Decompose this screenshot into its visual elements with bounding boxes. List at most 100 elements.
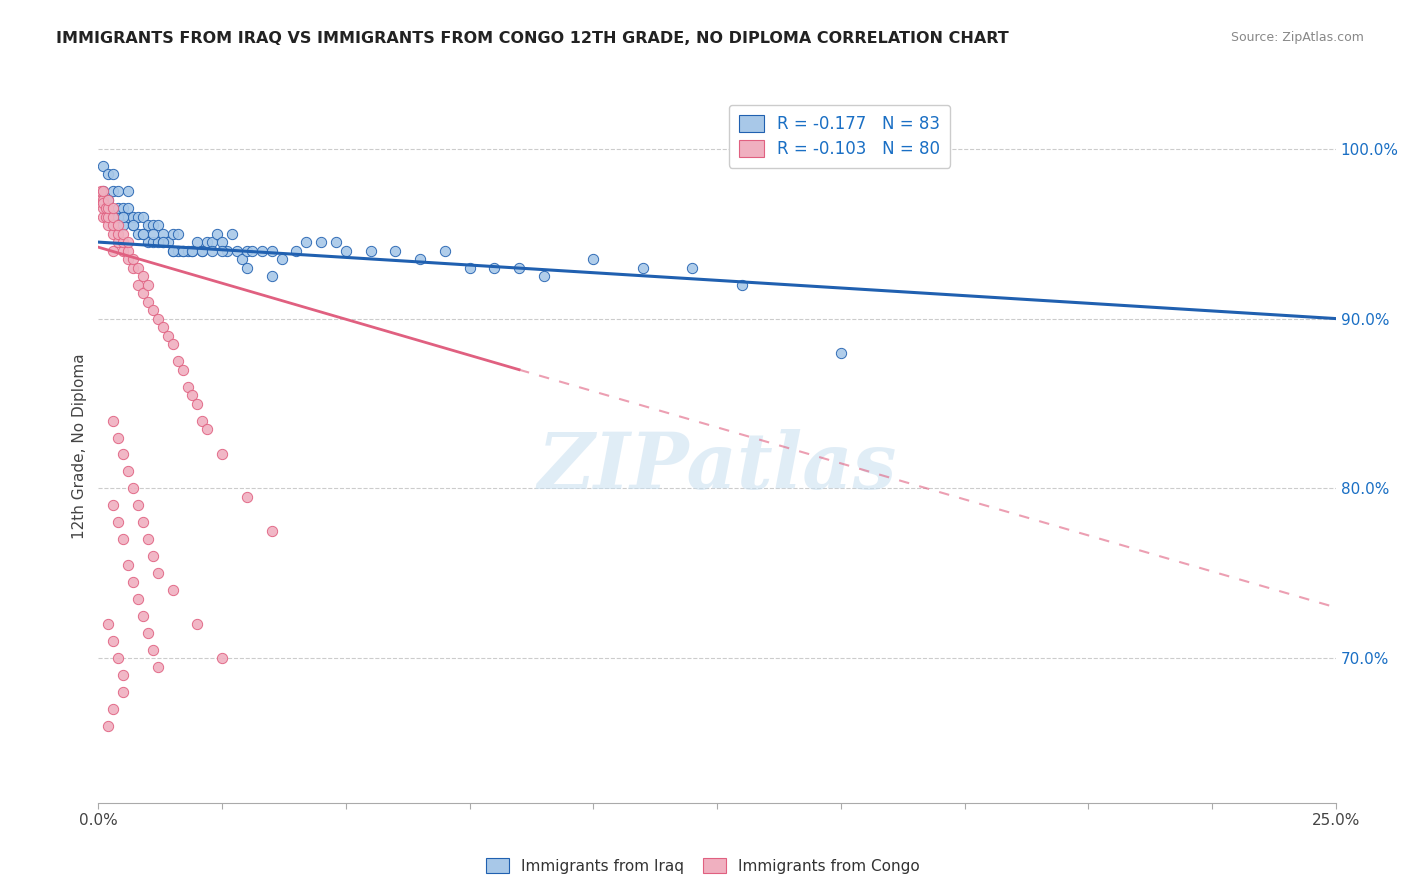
Point [103,634,125,648]
Point [117,210,139,224]
Point [236,244,259,258]
Point [211,651,233,665]
Point [107,218,129,232]
Point [136,626,159,640]
Point [205,227,228,241]
Point [103,184,125,198]
Point [112,448,135,462]
Point [186,396,208,410]
Point [201,235,224,249]
Point [136,533,159,547]
Point [112,668,135,682]
Point [122,252,145,266]
Point [93,184,115,198]
Point [132,269,155,284]
Point [186,235,208,249]
Point [360,244,382,258]
Point [107,201,129,215]
Point [162,244,184,258]
Point [93,184,115,198]
Point [103,201,125,215]
Legend: R = -0.177   N = 83, R = -0.103   N = 80: R = -0.177 N = 83, R = -0.103 N = 80 [728,104,950,168]
Point [201,244,224,258]
Point [433,244,456,258]
Y-axis label: 12th Grade, No Diploma: 12th Grade, No Diploma [72,353,87,539]
Point [181,244,204,258]
Point [122,260,145,275]
Point [295,235,318,249]
Point [93,159,115,173]
Point [103,413,125,427]
Point [176,244,198,258]
Point [112,685,135,699]
Point [166,244,188,258]
Point [146,311,169,326]
Point [195,235,218,249]
Point [270,252,292,266]
Point [384,244,406,258]
Point [117,244,139,258]
Point [191,413,214,427]
Point [162,227,184,241]
Point [172,244,194,258]
Point [107,516,129,530]
Point [830,345,852,359]
Point [146,566,169,581]
Point [181,244,204,258]
Point [112,218,135,232]
Point [211,235,233,249]
Point [97,210,120,224]
Point [132,608,155,623]
Point [166,354,188,368]
Point [582,252,605,266]
Point [142,227,165,241]
Point [117,558,139,572]
Point [508,260,530,275]
Point [136,235,159,249]
Point [107,184,129,198]
Point [122,218,145,232]
Point [231,252,253,266]
Point [142,218,165,232]
Point [112,235,135,249]
Point [142,303,165,318]
Point [107,227,129,241]
Text: IMMIGRANTS FROM IRAQ VS IMMIGRANTS FROM CONGO 12TH GRADE, NO DIPLOMA CORRELATION: IMMIGRANTS FROM IRAQ VS IMMIGRANTS FROM … [56,31,1010,46]
Point [240,244,263,258]
Point [142,643,165,657]
Point [107,210,129,224]
Point [162,583,184,598]
Point [112,244,135,258]
Point [309,235,332,249]
Point [211,244,233,258]
Point [152,227,174,241]
Point [260,524,283,538]
Point [117,252,139,266]
Point [631,260,654,275]
Point [458,260,481,275]
Point [93,210,115,224]
Point [103,499,125,513]
Point [93,193,115,207]
Point [325,235,347,249]
Point [94,210,117,224]
Point [97,719,120,733]
Point [93,201,115,215]
Point [146,235,169,249]
Point [127,260,149,275]
Point [236,490,259,504]
Point [103,244,125,258]
Point [90,193,112,207]
Point [335,244,357,258]
Point [122,574,145,589]
Point [107,430,129,444]
Point [127,591,149,606]
Point [172,244,194,258]
Point [103,702,125,716]
Point [191,244,214,258]
Point [409,252,432,266]
Point [152,235,174,249]
Point [132,516,155,530]
Point [97,167,120,181]
Point [250,244,273,258]
